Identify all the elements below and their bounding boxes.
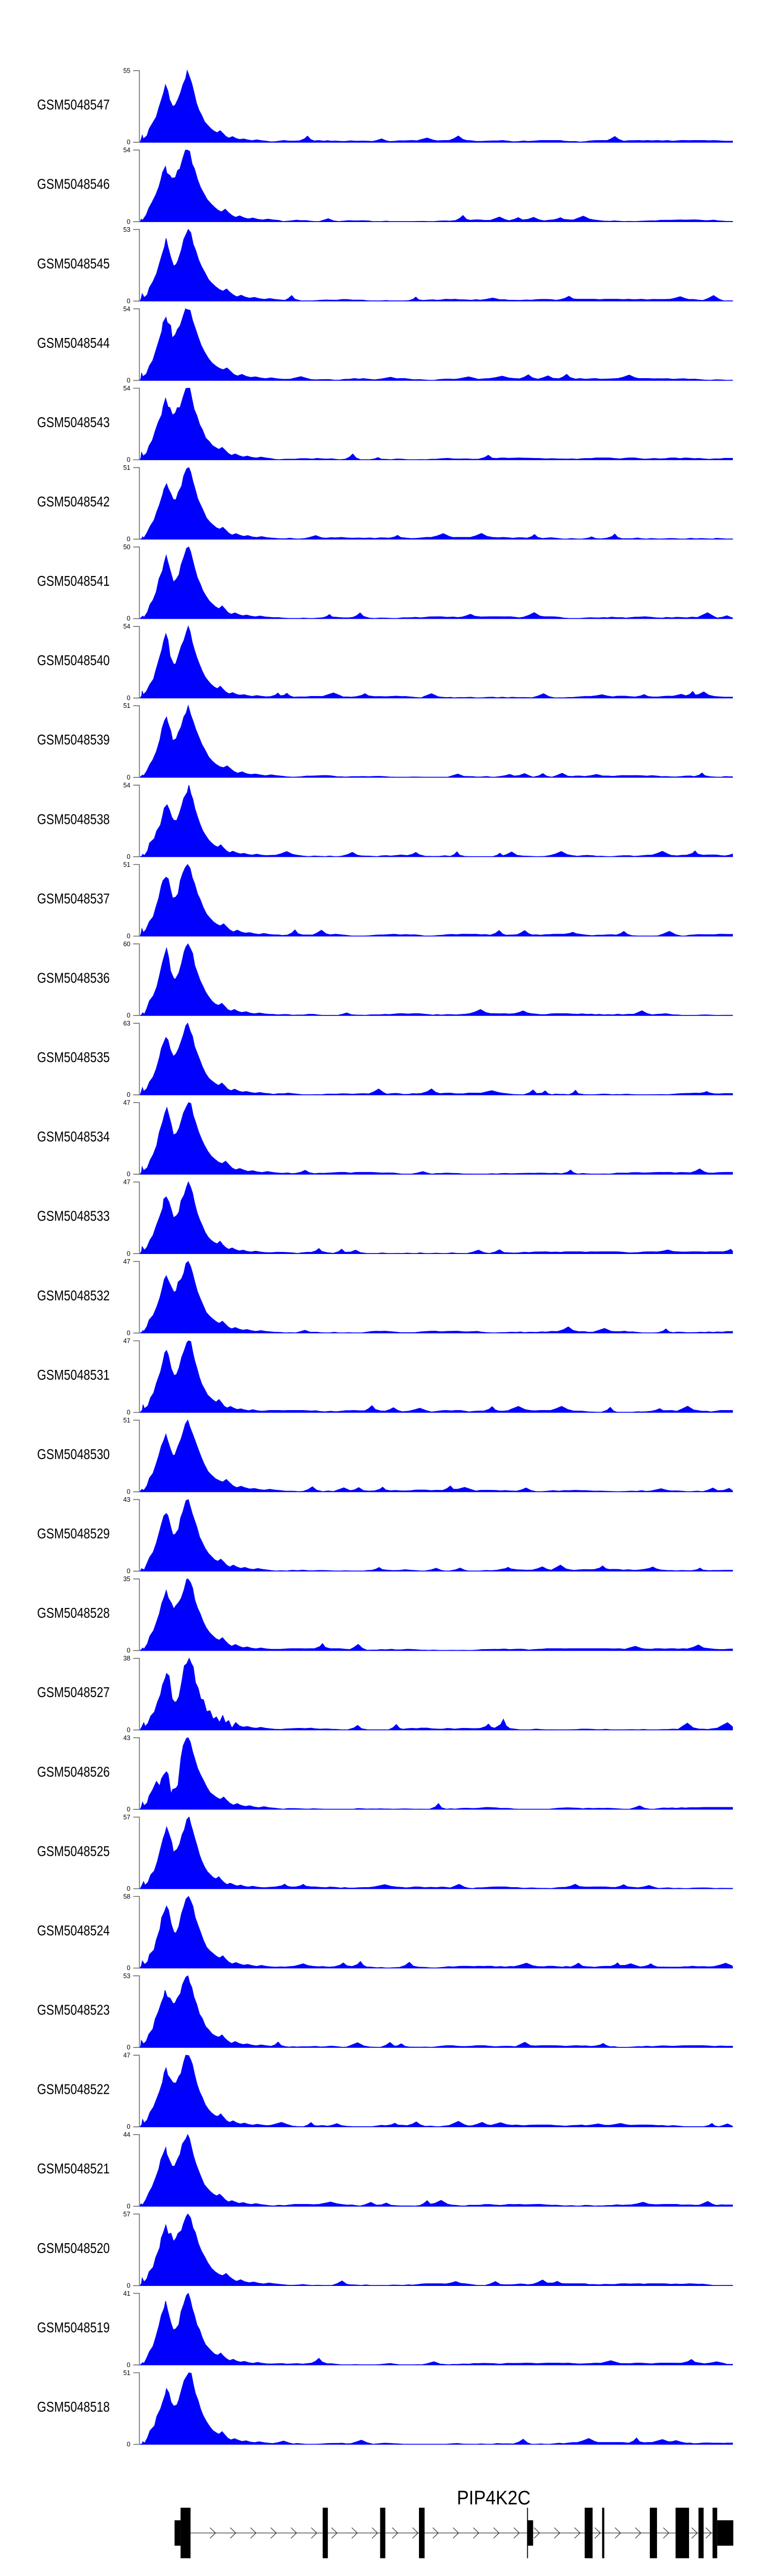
svg-text:0: 0 [127, 1409, 130, 1416]
svg-text:51: 51 [123, 1417, 130, 1424]
svg-text:0: 0 [127, 2282, 130, 2289]
svg-text:GSM5048546: GSM5048546 [37, 176, 110, 192]
svg-text:0: 0 [127, 1250, 130, 1257]
svg-text:GSM5048529: GSM5048529 [37, 1526, 110, 1541]
svg-text:GSM5048541: GSM5048541 [37, 573, 110, 589]
svg-text:0: 0 [127, 1012, 130, 1019]
svg-text:0: 0 [127, 1091, 130, 1098]
svg-text:GSM5048540: GSM5048540 [37, 652, 110, 668]
svg-text:GSM5048531: GSM5048531 [37, 1367, 110, 1383]
svg-text:GSM5048532: GSM5048532 [37, 1287, 110, 1303]
svg-text:0: 0 [127, 139, 130, 146]
svg-text:57: 57 [123, 1814, 130, 1821]
svg-text:0: 0 [127, 694, 130, 702]
svg-text:0: 0 [127, 1329, 130, 1336]
svg-text:60: 60 [123, 941, 130, 948]
svg-text:GSM5048533: GSM5048533 [37, 1208, 110, 1224]
svg-text:0: 0 [127, 1647, 130, 1654]
svg-text:58: 58 [123, 1893, 130, 1900]
svg-text:54: 54 [123, 306, 130, 313]
svg-text:GSM5048519: GSM5048519 [37, 2319, 110, 2335]
svg-text:47: 47 [123, 2052, 130, 2059]
svg-text:0: 0 [127, 774, 130, 781]
svg-text:GSM5048522: GSM5048522 [37, 2081, 110, 2097]
svg-text:54: 54 [123, 385, 130, 392]
svg-text:54: 54 [123, 147, 130, 154]
svg-text:0: 0 [127, 536, 130, 543]
svg-text:41: 41 [123, 2290, 130, 2297]
svg-text:0: 0 [127, 2441, 130, 2448]
svg-text:GSM5048543: GSM5048543 [37, 414, 110, 430]
svg-text:0: 0 [127, 1806, 130, 1813]
svg-text:43: 43 [123, 1734, 130, 1741]
svg-text:GSM5048545: GSM5048545 [37, 256, 110, 272]
svg-text:47: 47 [123, 1179, 130, 1186]
svg-text:35: 35 [123, 1575, 130, 1583]
svg-text:51: 51 [123, 2369, 130, 2377]
svg-text:GSM5048538: GSM5048538 [37, 811, 110, 827]
svg-text:51: 51 [123, 861, 130, 868]
svg-text:GSM5048525: GSM5048525 [37, 1843, 110, 1859]
svg-text:GSM5048537: GSM5048537 [37, 890, 110, 906]
svg-text:53: 53 [123, 226, 130, 233]
svg-text:50: 50 [123, 544, 130, 551]
svg-text:GSM5048539: GSM5048539 [37, 732, 110, 748]
svg-text:GSM5048518: GSM5048518 [37, 2399, 110, 2415]
svg-text:0: 0 [127, 1885, 130, 1892]
svg-text:0: 0 [127, 933, 130, 940]
svg-text:0: 0 [127, 2361, 130, 2368]
svg-text:0: 0 [127, 1568, 130, 1575]
svg-text:0: 0 [127, 1488, 130, 1496]
svg-text:54: 54 [123, 782, 130, 789]
svg-text:0: 0 [127, 297, 130, 304]
svg-text:0: 0 [127, 377, 130, 384]
svg-text:GSM5048547: GSM5048547 [37, 97, 110, 113]
svg-text:0: 0 [127, 1726, 130, 1734]
svg-text:38: 38 [123, 1655, 130, 1662]
svg-text:GSM5048535: GSM5048535 [37, 1049, 110, 1065]
svg-text:GSM5048530: GSM5048530 [37, 1446, 110, 1462]
svg-text:43: 43 [123, 1496, 130, 1503]
svg-text:0: 0 [127, 615, 130, 622]
svg-text:0: 0 [127, 218, 130, 225]
svg-text:55: 55 [123, 67, 130, 75]
svg-text:47: 47 [123, 1337, 130, 1345]
svg-text:GSM5048521: GSM5048521 [37, 2161, 110, 2177]
svg-text:51: 51 [123, 464, 130, 471]
svg-text:0: 0 [127, 1964, 130, 1972]
svg-text:GSM5048527: GSM5048527 [37, 1684, 110, 1700]
svg-text:GSM5048542: GSM5048542 [37, 494, 110, 510]
svg-text:47: 47 [123, 1099, 130, 1107]
svg-text:51: 51 [123, 702, 130, 709]
svg-text:57: 57 [123, 2211, 130, 2218]
svg-text:0: 0 [127, 2123, 130, 2130]
svg-text:0: 0 [127, 2044, 130, 2051]
svg-text:GSM5048544: GSM5048544 [37, 335, 110, 351]
svg-text:0: 0 [127, 2202, 130, 2210]
svg-text:0: 0 [127, 456, 130, 464]
svg-text:47: 47 [123, 1258, 130, 1265]
svg-text:GSM5048528: GSM5048528 [37, 1605, 110, 1621]
svg-text:GSM5048534: GSM5048534 [37, 1129, 110, 1145]
svg-text:GSM5048526: GSM5048526 [37, 1764, 110, 1780]
svg-text:53: 53 [123, 1973, 130, 1980]
svg-text:GSM5048524: GSM5048524 [37, 1922, 110, 1938]
svg-text:GSM5048520: GSM5048520 [37, 2240, 110, 2256]
svg-text:PIP4K2C: PIP4K2C [457, 2487, 531, 2509]
svg-text:0: 0 [127, 1171, 130, 1178]
svg-text:0: 0 [127, 853, 130, 860]
svg-text:54: 54 [123, 623, 130, 630]
svg-text:63: 63 [123, 1020, 130, 1027]
svg-text:GSM5048536: GSM5048536 [37, 970, 110, 986]
svg-text:GSM5048523: GSM5048523 [37, 2002, 110, 2018]
svg-text:44: 44 [123, 2131, 130, 2139]
